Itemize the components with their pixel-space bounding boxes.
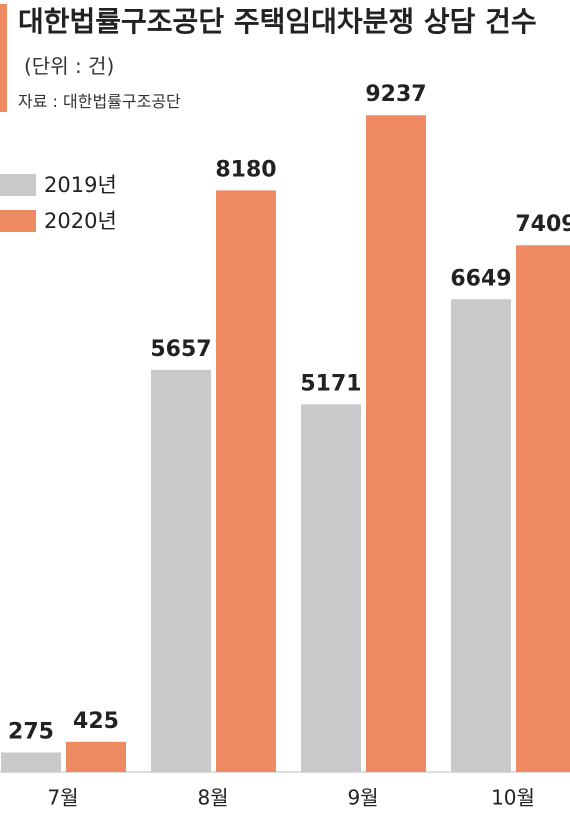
x-tick-label: 7월 [47,786,78,810]
chart-title: 대한법률구조공단 주택임대차분쟁 상담 건수 [18,5,537,38]
value-label: 9237 [365,82,426,107]
bar [66,741,126,772]
source: 자료 : 대한법률구조공단 [18,92,181,111]
title-accent [0,4,7,112]
value-label: 5657 [150,337,211,362]
bar [216,190,276,773]
value-label: 6649 [450,266,511,291]
legend-label: 2020년 [44,209,117,233]
bar [366,115,426,773]
title-box: 대한법률구조공단 주택임대차분쟁 상담 건수 (단위 : 건) [18,2,558,88]
x-tick-label: 9월 [347,786,378,810]
value-label: 5171 [300,371,361,396]
legend-swatch [0,210,36,232]
bar [516,245,570,772]
x-tick-label: 10월 [491,786,535,810]
value-label: 7409 [515,212,570,237]
unit-note: (단위 : 건) [24,54,115,78]
value-label: 425 [73,709,119,734]
bar [451,299,511,772]
x-tick-label: 8월 [197,786,228,810]
value-label: 8180 [215,157,276,182]
value-label: 275 [8,719,54,744]
legend-label: 2019년 [44,173,117,197]
bar [151,369,211,772]
bar [301,404,361,772]
bar [1,752,61,772]
legend-swatch [0,174,36,196]
